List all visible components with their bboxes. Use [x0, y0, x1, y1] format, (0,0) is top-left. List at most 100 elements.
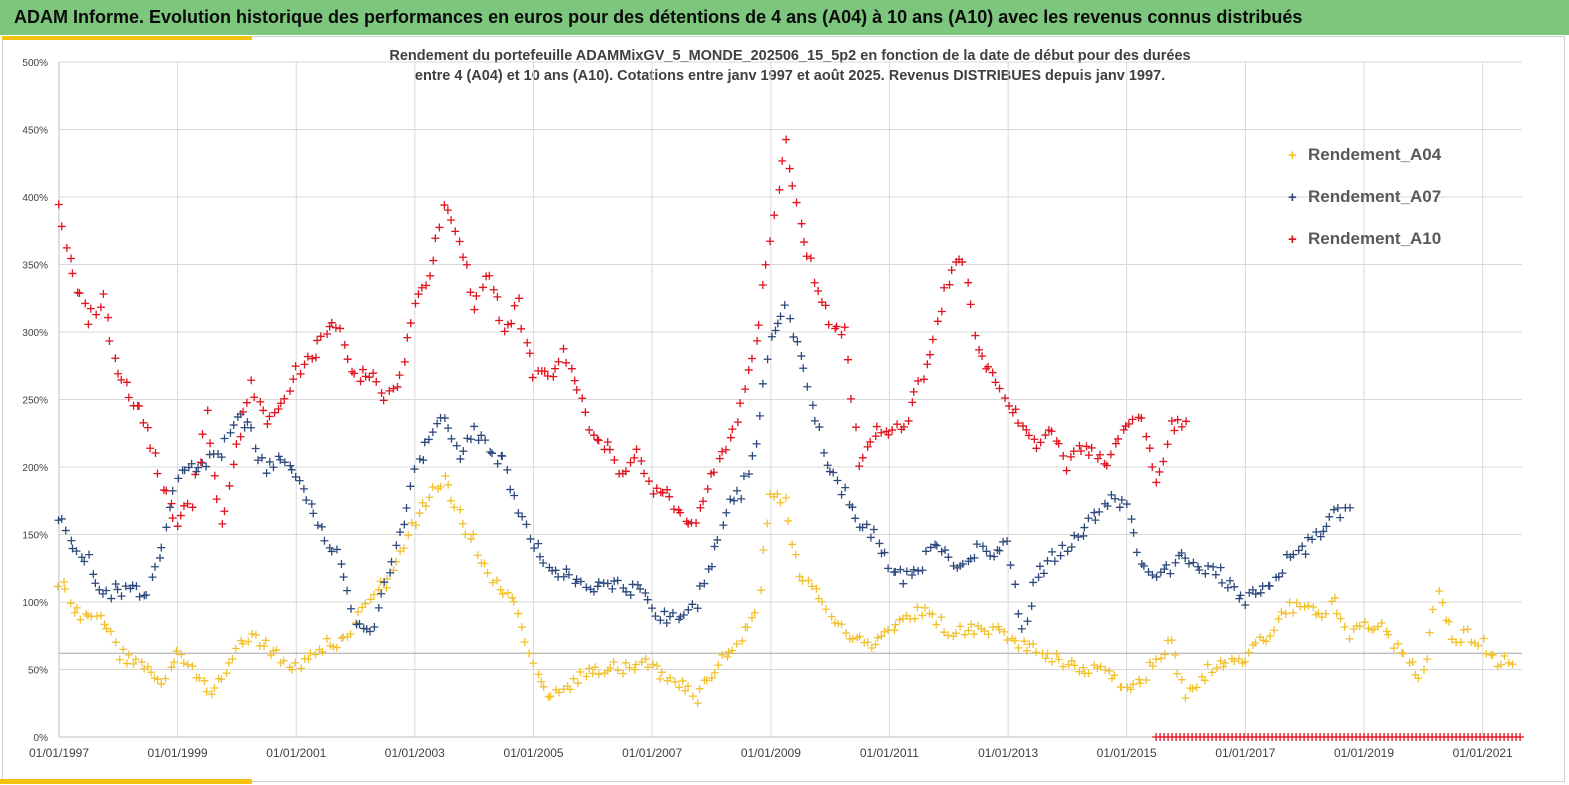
data-point — [510, 301, 519, 310]
y-tick-label: 200% — [22, 463, 48, 474]
data-point — [114, 369, 123, 378]
data-point — [477, 431, 486, 440]
data-point — [162, 523, 171, 532]
data-point — [862, 520, 871, 529]
data-point — [251, 630, 260, 639]
data-point — [1240, 657, 1249, 666]
data-point — [472, 291, 481, 300]
data-point — [1419, 665, 1428, 674]
data-point — [671, 677, 680, 686]
data-point — [256, 397, 265, 406]
data-point — [785, 164, 794, 173]
data-point — [1182, 417, 1191, 426]
data-point — [1101, 665, 1110, 674]
data-point — [220, 434, 229, 443]
data-point — [1173, 415, 1182, 424]
data-point — [676, 508, 685, 517]
data-point — [1137, 414, 1146, 423]
data-point — [991, 378, 1000, 387]
data-point — [1041, 431, 1050, 440]
data-point — [978, 542, 987, 551]
y-tick-label: 50% — [28, 666, 48, 677]
data-point — [168, 514, 177, 523]
data-point — [1355, 622, 1364, 631]
data-point — [1414, 674, 1423, 683]
data-point — [1152, 478, 1161, 487]
data-point — [863, 442, 872, 451]
data-point — [918, 611, 927, 620]
data-point — [1110, 671, 1119, 680]
data-point — [863, 638, 872, 647]
data-point — [124, 393, 133, 402]
data-point — [385, 386, 394, 395]
data-point — [662, 619, 671, 628]
data-point — [636, 584, 645, 593]
data-point — [202, 462, 211, 471]
data-point — [200, 676, 209, 685]
data-point — [525, 649, 534, 658]
data-point — [700, 579, 709, 588]
series-rendement_a04 — [53, 472, 1517, 708]
data-point — [528, 373, 537, 382]
data-point — [280, 458, 289, 467]
data-point — [975, 345, 984, 354]
data-point — [880, 627, 889, 636]
data-point — [1340, 622, 1349, 631]
data-point — [162, 486, 171, 495]
data-point — [776, 498, 785, 507]
data-point — [435, 223, 444, 232]
data-point — [1029, 640, 1038, 649]
data-point — [732, 486, 741, 495]
data-point — [1119, 425, 1128, 434]
data-point — [81, 299, 90, 308]
data-point — [633, 580, 642, 589]
data-point — [799, 364, 808, 373]
data-point — [1107, 490, 1116, 499]
data-point — [77, 553, 86, 562]
data-point — [96, 611, 105, 620]
data-point — [137, 658, 146, 667]
data-point — [207, 690, 216, 699]
data-point — [1063, 547, 1072, 556]
data-point — [1022, 646, 1031, 655]
data-point — [459, 253, 467, 262]
data-point — [588, 669, 597, 678]
data-point — [1230, 657, 1239, 666]
data-point — [370, 623, 379, 632]
data-point — [1114, 434, 1123, 443]
data-point — [396, 528, 405, 537]
data-point — [289, 375, 298, 384]
data-point — [389, 384, 398, 393]
data-point — [173, 522, 182, 531]
data-point — [1093, 454, 1102, 463]
data-point — [238, 639, 247, 648]
chart-title-line-2: entre 4 (A04) et 10 ans (A10). Cotations… — [414, 68, 1166, 84]
data-point — [718, 650, 727, 659]
data-point — [483, 569, 492, 578]
data-point — [1011, 405, 1020, 414]
data-point — [632, 445, 641, 454]
data-point — [1027, 602, 1036, 611]
data-point — [1136, 679, 1145, 688]
data-point — [913, 603, 922, 612]
data-point — [198, 430, 207, 439]
data-point — [61, 526, 70, 535]
data-point — [964, 626, 973, 635]
data-point — [1248, 585, 1257, 594]
data-point — [80, 557, 89, 566]
data-point — [733, 418, 742, 427]
data-point — [877, 428, 886, 437]
data-point — [470, 422, 479, 431]
data-point — [431, 234, 440, 243]
data-point — [1444, 617, 1453, 626]
data-point — [358, 365, 367, 374]
data-point — [619, 669, 628, 678]
data-point — [709, 468, 718, 477]
data-point — [1289, 608, 1298, 617]
data-point — [763, 355, 772, 364]
data-point — [540, 367, 549, 376]
data-point — [1274, 572, 1283, 581]
data-point — [621, 467, 630, 476]
data-point — [418, 498, 427, 507]
data-point — [466, 435, 475, 444]
